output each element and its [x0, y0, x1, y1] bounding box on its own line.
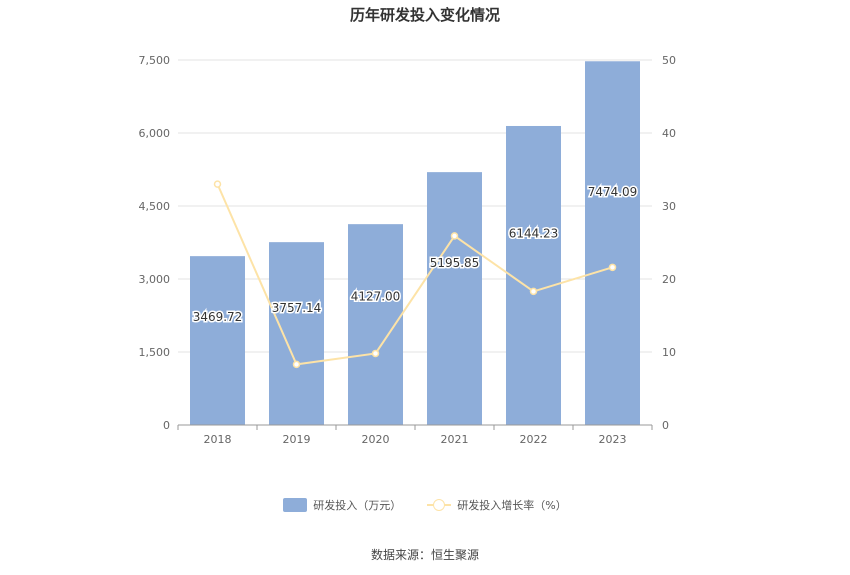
- grid-lines: [178, 59, 652, 353]
- x-tick-label: 2020: [362, 433, 390, 446]
- legend-item-rd-investment[interactable]: 研发投入（万元）: [283, 497, 401, 513]
- growth-line: [213, 180, 617, 369]
- legend-label-rd-investment: 研发投入（万元）: [313, 499, 402, 512]
- bar: [269, 242, 324, 425]
- bar: [427, 172, 482, 425]
- right-tick-label: 40: [662, 127, 676, 140]
- right-tick-label: 20: [662, 273, 676, 286]
- right-axis-ticks: 0 10 20 30 40 50: [662, 54, 676, 432]
- left-tick-label: 0: [163, 419, 170, 432]
- bar-value-label: 3757.14: [272, 301, 322, 315]
- left-tick-label: 1,500: [139, 346, 171, 359]
- bar-value-label: 4127.00: [351, 289, 401, 303]
- legend: 研发投入（万元） 研发投入增长率（%）: [0, 497, 850, 513]
- left-tick-label: 3,000: [139, 273, 171, 286]
- x-tick-label: 2018: [204, 433, 232, 446]
- right-tick-label: 10: [662, 346, 676, 359]
- x-axis-ticks: 2018 2019 2020 2021 2022 2023: [204, 433, 627, 446]
- growth-point: [292, 360, 301, 369]
- growth-point: [608, 263, 617, 272]
- right-tick-label: 0: [662, 419, 669, 432]
- bar-value-label: 7474.09: [588, 185, 638, 199]
- growth-line-path: [216, 183, 613, 366]
- left-tick-label: 7,500: [139, 54, 171, 67]
- bar: [585, 61, 640, 425]
- x-tick-label: 2022: [520, 433, 548, 446]
- growth-point: [213, 180, 222, 188]
- right-tick-label: 50: [662, 54, 676, 67]
- bar-value-label: 3469.72: [193, 310, 243, 324]
- bar-value-label: 5195.85: [430, 256, 480, 270]
- data-source: 数据来源：恒生聚源: [370, 548, 479, 562]
- chart-title: 历年研发投入变化情况: [349, 6, 500, 24]
- x-tick-label: 2019: [283, 433, 311, 446]
- bars: [190, 61, 640, 425]
- growth-point: [529, 287, 538, 296]
- legend-bar-swatch: [283, 498, 308, 512]
- bar-value-labels: 3469.72 3757.14 4127.00 5195.85 6144.23 7474.…: [191, 184, 639, 326]
- left-tick-label: 4,500: [139, 200, 171, 213]
- x-tick-label: 2023: [599, 433, 627, 446]
- bar: [190, 256, 245, 425]
- legend-label-growth-rate: 研发投入增长率（%）: [457, 499, 567, 512]
- left-axis-ticks: 0 1,500 3,000 4,500 6,000 7,500: [139, 54, 171, 432]
- x-axis: [177, 424, 653, 430]
- bar: [506, 125, 561, 425]
- bar-value-label: 6144.23: [509, 227, 559, 241]
- right-tick-label: 30: [662, 200, 676, 213]
- left-tick-label: 6,000: [139, 127, 171, 140]
- growth-point: [450, 232, 459, 240]
- legend-item-growth-rate[interactable]: 研发投入增长率（%）: [427, 497, 567, 513]
- growth-point: [371, 349, 380, 358]
- legend-line-swatch: [427, 498, 452, 512]
- x-tick-label: 2021: [441, 433, 469, 446]
